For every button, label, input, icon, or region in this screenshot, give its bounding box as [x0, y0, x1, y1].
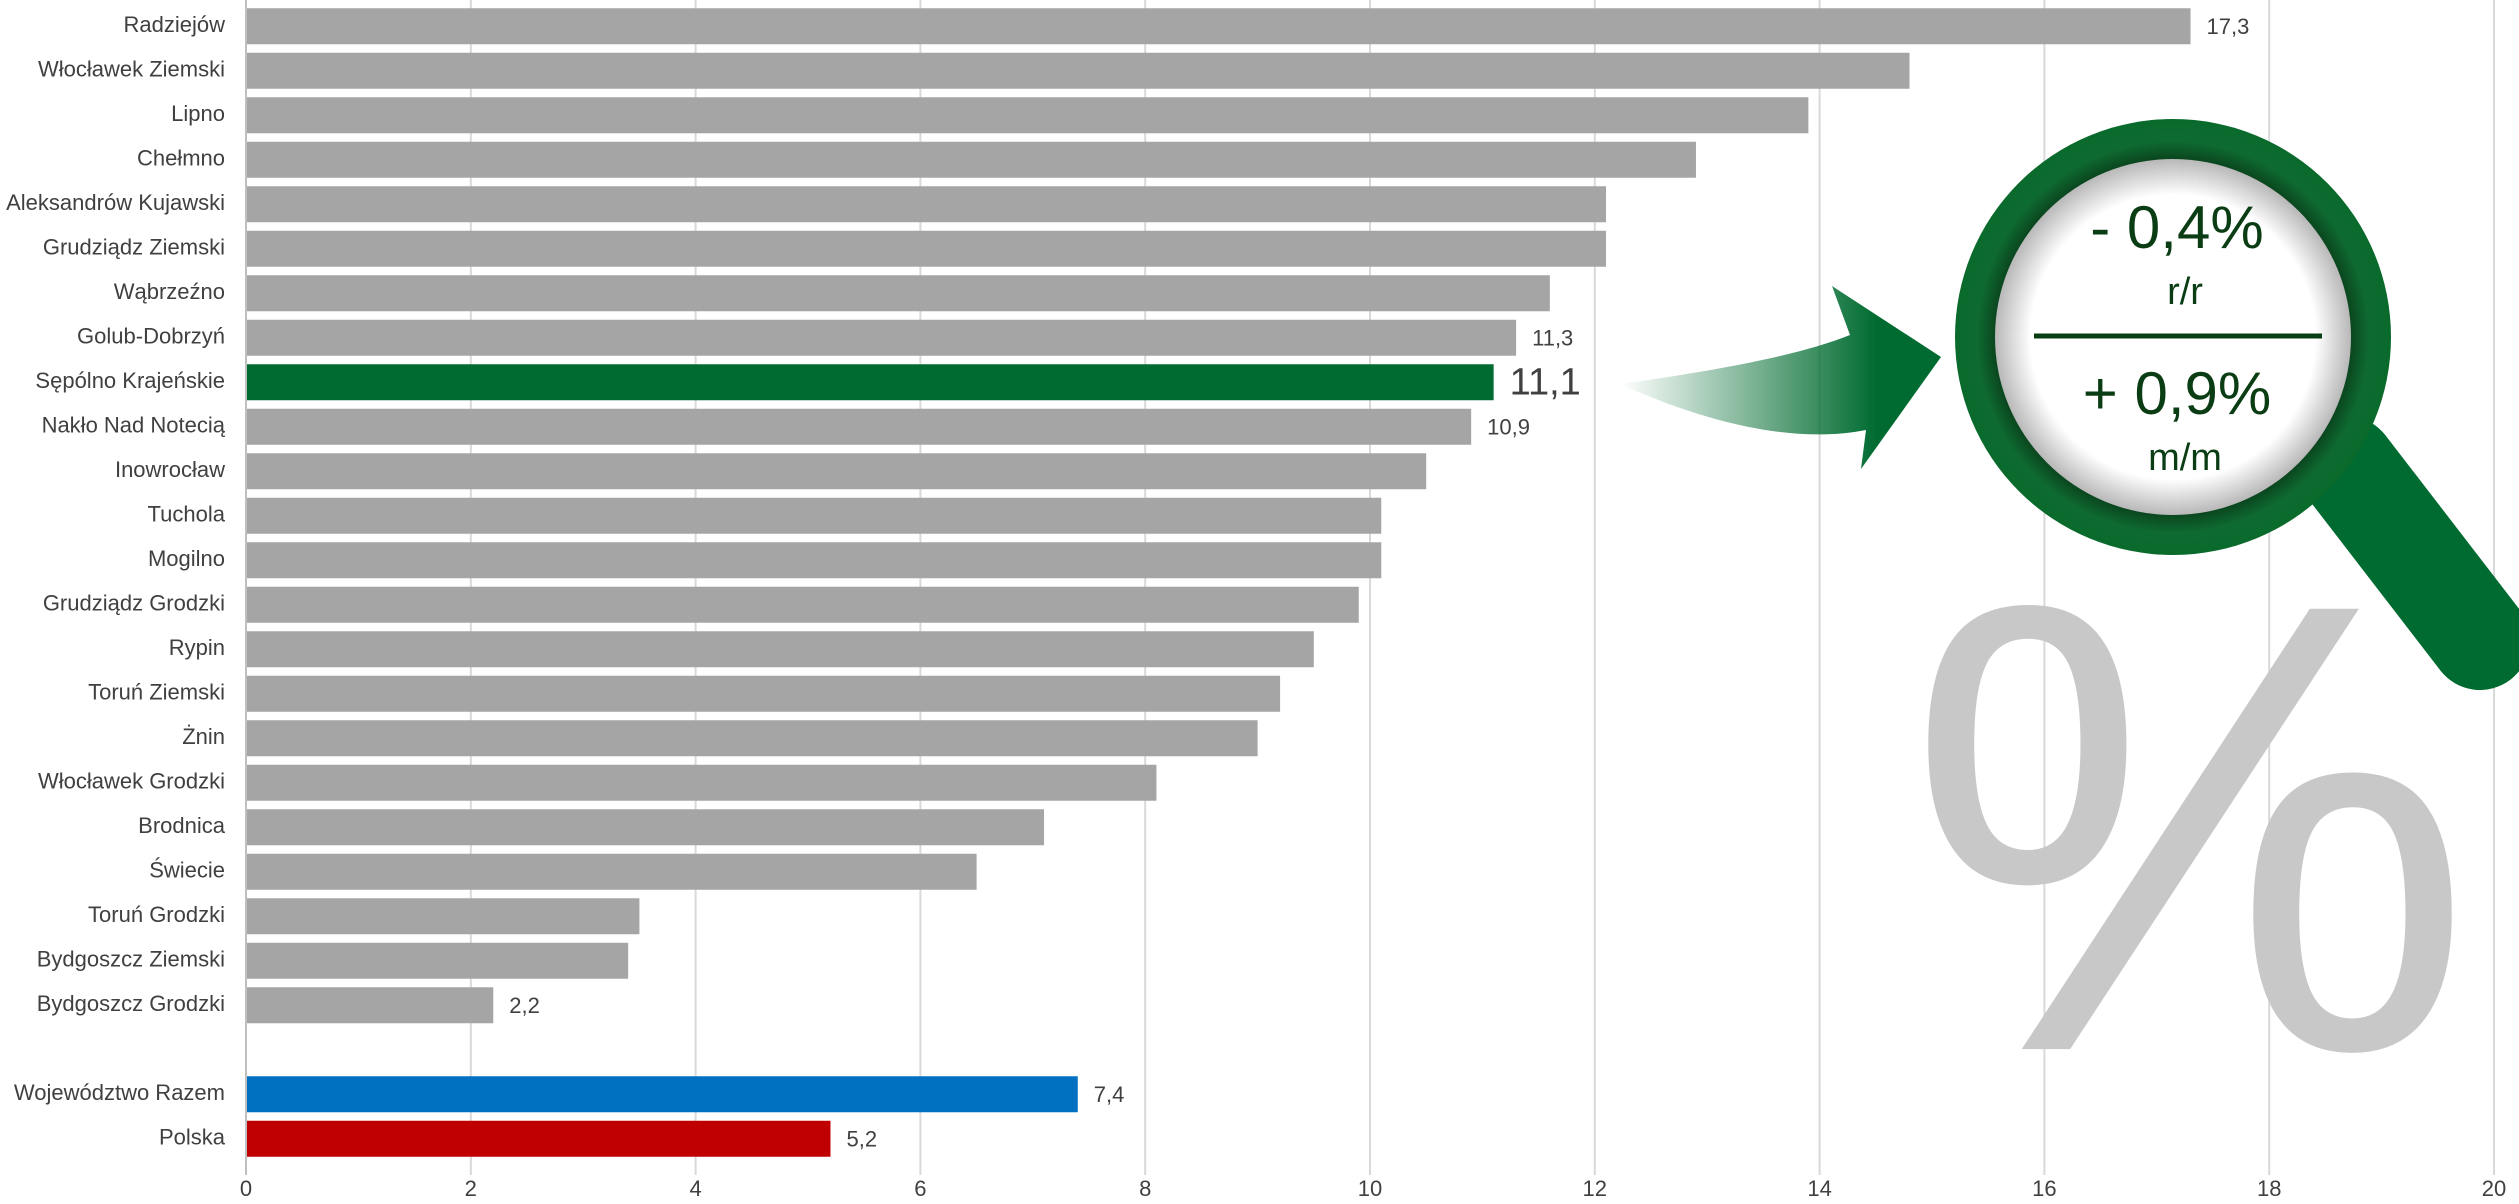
bar	[246, 987, 493, 1023]
category-label: Włocławek Ziemski	[38, 57, 225, 82]
bar	[246, 275, 1550, 311]
bar	[246, 453, 1426, 489]
category-label: Toruń Ziemski	[88, 680, 225, 705]
bar	[246, 943, 628, 979]
category-label: Toruń Grodzki	[88, 902, 225, 927]
value-label: 10,9	[1487, 415, 1530, 440]
bar	[246, 720, 1258, 756]
category-label: Mogilno	[148, 546, 225, 571]
bar	[246, 498, 1381, 534]
x-tick-label: 6	[914, 1176, 926, 1201]
mom-label: m/m	[2148, 437, 2222, 479]
category-label: Rypin	[169, 635, 225, 660]
bar	[246, 898, 639, 934]
category-label: Chełmno	[137, 146, 225, 171]
x-tick-label: 4	[689, 1176, 701, 1201]
value-label: 11,3	[1532, 326, 1573, 351]
value-label: 17,3	[2207, 14, 2250, 39]
bar	[246, 364, 1494, 400]
category-label: Żnin	[182, 724, 225, 749]
category-label: Bydgoszcz Ziemski	[37, 947, 225, 972]
bar	[246, 97, 1808, 133]
bar	[246, 320, 1516, 356]
bar	[246, 631, 1314, 667]
category-label: Radziejów	[124, 12, 226, 37]
category-label: Inowrocław	[115, 457, 225, 482]
category-label: Sępólno Krajeńskie	[35, 368, 225, 393]
chart: 02468101214161820 % Radziejów17,3Włocław…	[0, 0, 2519, 1204]
category-label: Golub-Dobrzyń	[77, 324, 225, 349]
bar	[246, 587, 1359, 623]
category-label: Świecie	[149, 858, 225, 883]
x-tick-label: 2	[465, 1176, 477, 1201]
x-tick-label: 14	[1807, 1176, 1831, 1201]
bar	[246, 765, 1156, 801]
bar	[246, 231, 1606, 267]
bar	[246, 1121, 830, 1157]
value-label: 11,1	[1510, 361, 1581, 403]
x-tick-label: 8	[1139, 1176, 1151, 1201]
value-label: 2,2	[509, 993, 540, 1018]
x-tick-label: 20	[2482, 1176, 2506, 1201]
category-label: Nakło Nad Notecią	[42, 413, 226, 438]
category-label: Województwo Razem	[14, 1080, 225, 1105]
category-label: Polska	[159, 1125, 226, 1150]
yoy-value: - 0,4%	[2090, 194, 2263, 261]
category-label: Włocławek Grodzki	[38, 769, 225, 794]
category-label: Grudziądz Grodzki	[43, 591, 225, 616]
category-label: Grudziądz Ziemski	[43, 235, 225, 260]
value-label: 7,4	[1094, 1082, 1125, 1107]
yoy-label: r/r	[2167, 271, 2203, 313]
arrow-shape	[1620, 286, 1941, 469]
arrow	[1620, 286, 1941, 469]
mom-value: + 0,9%	[2083, 360, 2271, 427]
bar	[246, 53, 1910, 89]
bar	[246, 1076, 1078, 1112]
x-tick-label: 10	[1358, 1176, 1382, 1201]
category-label: Aleksandrów Kujawski	[6, 190, 225, 215]
x-tick-label: 0	[240, 1176, 252, 1201]
bar	[246, 186, 1606, 222]
x-tick-label: 12	[1583, 1176, 1607, 1201]
category-label: Bydgoszcz Grodzki	[37, 991, 225, 1016]
category-label: Lipno	[171, 101, 225, 126]
value-label: 5,2	[846, 1127, 877, 1152]
category-label: Brodnica	[138, 813, 226, 838]
bar	[246, 542, 1381, 578]
bar	[246, 809, 1044, 845]
bar	[246, 142, 1696, 178]
category-label: Wąbrzeźno	[114, 279, 225, 304]
bar	[246, 8, 2191, 44]
category-label: Tuchola	[148, 502, 226, 527]
bar	[246, 854, 977, 890]
bar	[246, 676, 1280, 712]
bar	[246, 409, 1471, 445]
